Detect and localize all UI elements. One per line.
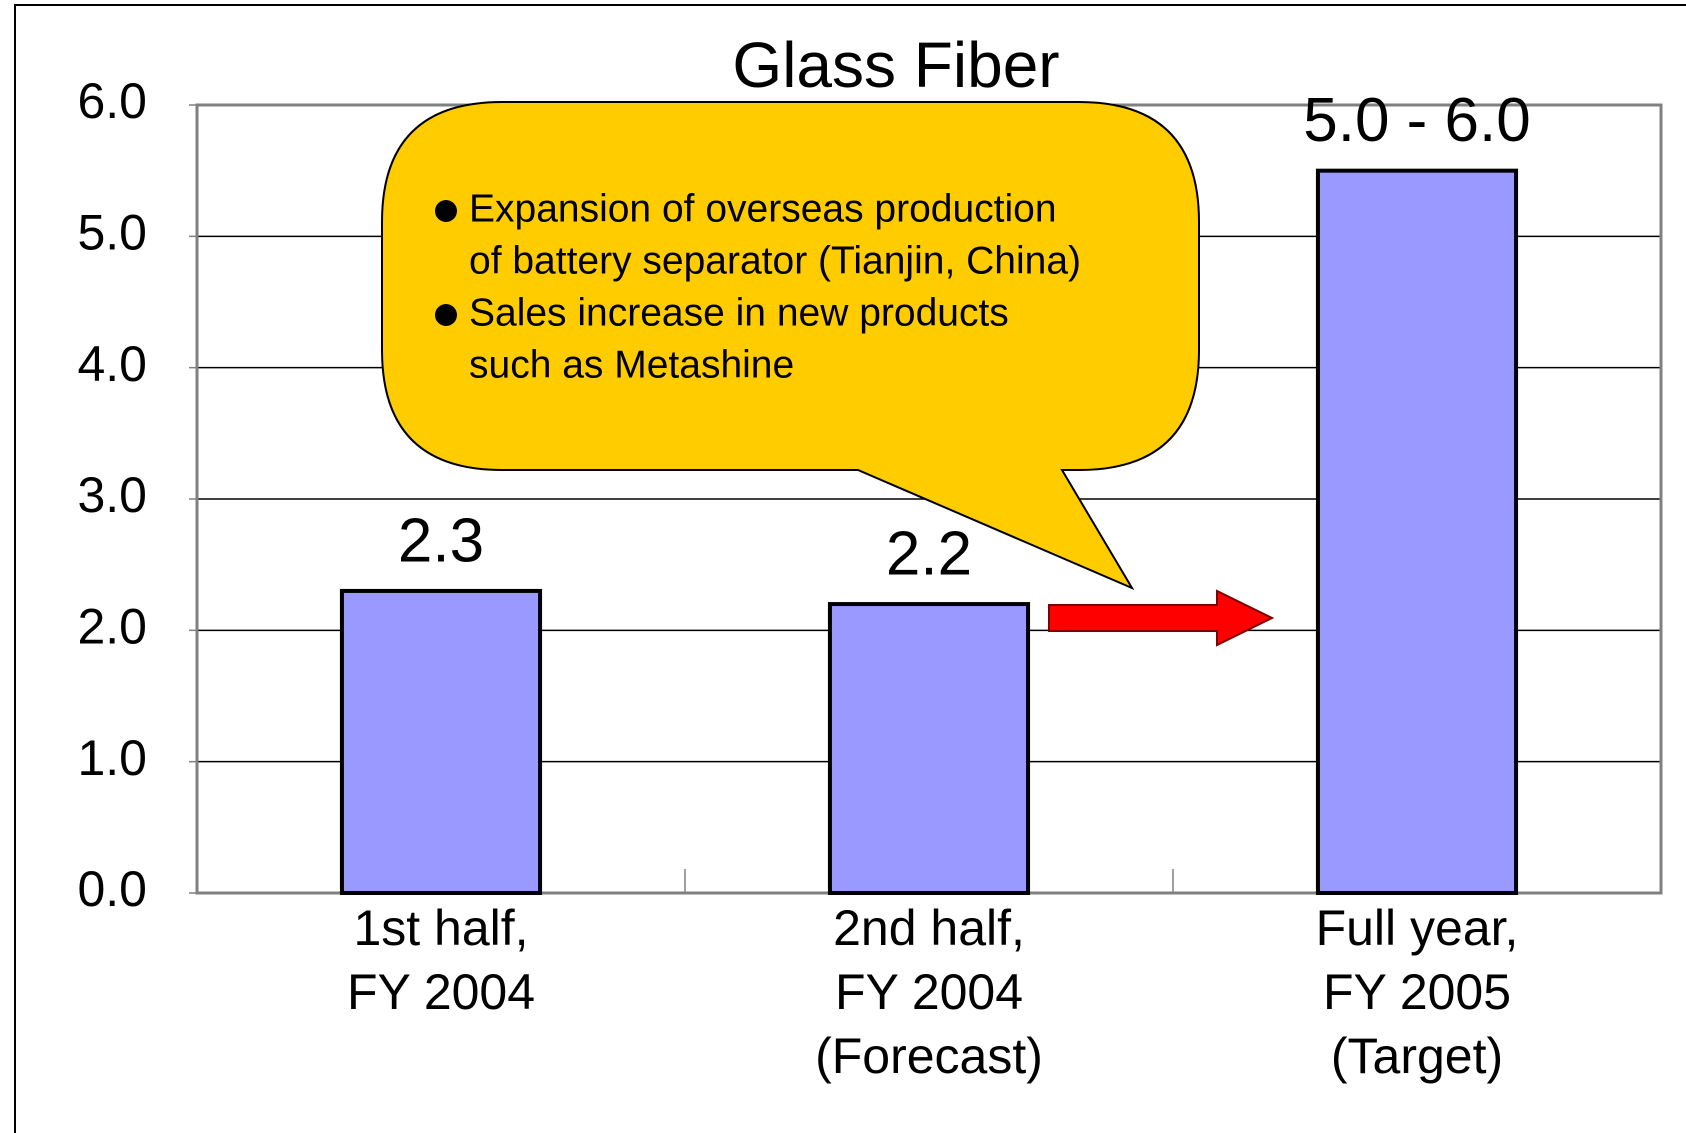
- value-label: 2.2: [886, 519, 972, 588]
- x-tick-label: FY 2004: [347, 964, 535, 1020]
- y-tick-label: 3.0: [77, 467, 147, 523]
- y-tick-label: 2.0: [77, 599, 147, 655]
- x-tick-label: 1st half,: [353, 900, 528, 956]
- chart-title: Glass Fiber: [732, 29, 1059, 101]
- x-tick-label: (Forecast): [815, 1028, 1043, 1084]
- callout-line: of battery separator (Tianjin, China): [469, 239, 1081, 282]
- x-tick-label: FY 2004: [835, 964, 1023, 1020]
- callout-text: Expansion of overseas production of batte…: [435, 187, 1081, 386]
- x-tick-label: (Target): [1331, 1028, 1503, 1084]
- callout: Expansion of overseas production of batte…: [381, 101, 1200, 591]
- bullet: [435, 200, 457, 222]
- callout-line: Expansion of overseas production: [469, 187, 1057, 230]
- x-tick-label: FY 2005: [1323, 964, 1511, 1020]
- callout-shape: [381, 101, 1200, 591]
- y-tick-label: 1.0: [77, 730, 147, 786]
- callout-line: Sales increase in new products: [469, 291, 1009, 334]
- y-tick-label: 5.0: [77, 205, 147, 261]
- y-tick-label: 6.0: [77, 73, 147, 129]
- y-tick-label: 0.0: [77, 861, 147, 917]
- x-tick-label: 2nd half,: [833, 900, 1025, 956]
- bar: [1315, 168, 1519, 895]
- bar: [827, 602, 1031, 895]
- bullet: [435, 304, 457, 326]
- x-tick-label: Full year,: [1316, 900, 1519, 956]
- value-label: 5.0 - 6.0: [1303, 86, 1530, 155]
- bars: [339, 168, 1519, 896]
- bar: [339, 588, 543, 896]
- callout-line: such as Metashine: [469, 343, 794, 386]
- slide-frame: [14, 4, 1686, 1133]
- value-label: 2.3: [398, 506, 484, 575]
- arrow: [1048, 589, 1275, 647]
- y-tick-label: 4.0: [77, 336, 147, 392]
